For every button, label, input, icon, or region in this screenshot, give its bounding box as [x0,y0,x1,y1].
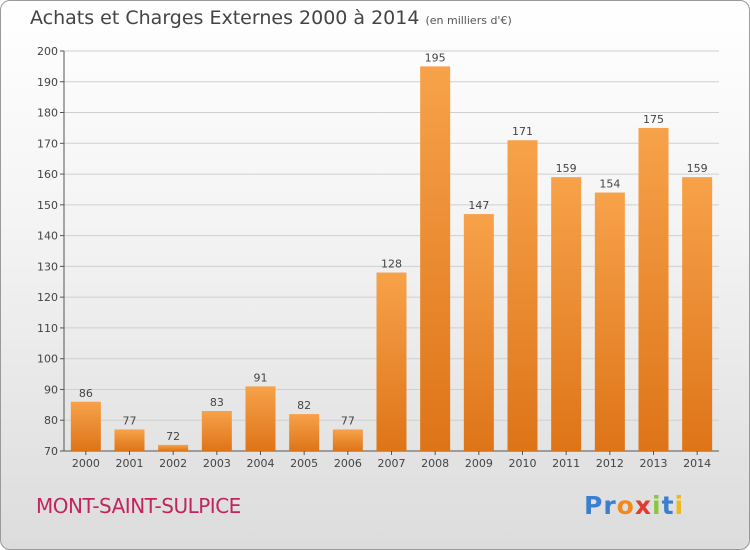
bar-value-label: 82 [297,399,311,412]
y-tick-label: 200 [37,45,58,58]
logo-letter: x [634,491,652,520]
logo-letter: P [584,491,604,520]
bar [551,177,582,451]
bar [332,429,363,451]
bar [158,444,189,451]
proxiti-logo: Proxiti [584,491,684,520]
x-tick-label: 2005 [290,457,318,470]
bar-value-label: 159 [687,162,708,175]
bar-value-label: 86 [79,387,93,400]
bar-value-label: 91 [254,371,268,384]
bar [594,192,625,452]
y-tick-label: 180 [37,107,58,120]
bar-value-label: 154 [599,178,620,191]
bar [682,177,713,451]
y-tick-label: 100 [37,353,58,366]
bar-value-label: 83 [210,396,224,409]
title-block: Achats et Charges Externes 2000 à 2014 (e… [30,7,512,29]
labels-layer: 7080901001101201301401501601701801902008… [37,45,711,470]
y-tick-label: 140 [37,230,58,243]
bar [420,66,451,451]
bar-value-label: 195 [425,51,446,64]
bars-layer [70,66,713,452]
x-tick-label: 2008 [421,457,449,470]
y-tick-label: 150 [37,199,58,212]
x-tick-label: 2000 [72,457,100,470]
y-tick-label: 90 [44,383,58,396]
bar-value-label: 77 [123,414,137,427]
y-tick-label: 190 [37,76,58,89]
bar-value-label: 147 [468,199,489,212]
bar-value-label: 72 [166,430,180,443]
chart-subtitle: (en milliers d'€) [425,14,512,27]
x-tick-label: 2007 [378,457,406,470]
bar [114,429,145,451]
x-tick-label: 2006 [334,457,362,470]
x-tick-label: 2013 [640,457,668,470]
logo-letter: i [674,491,685,520]
bar [463,214,494,451]
bar-value-label: 159 [556,162,577,175]
logo-letter: t [661,491,675,520]
bar-value-label: 171 [512,125,533,138]
bar [376,272,407,451]
bar-value-label: 175 [643,113,664,126]
y-tick-label: 70 [44,445,58,458]
commune-name: MONT-SAINT-SULPICE [36,494,241,518]
chart-title: Achats et Charges Externes 2000 à 2014 [30,7,420,29]
x-tick-label: 2002 [159,457,187,470]
x-tick-label: 2001 [116,457,144,470]
logo-letter: i [652,491,662,520]
bar-value-label: 128 [381,258,402,271]
y-tick-label: 170 [37,137,58,150]
x-tick-label: 2003 [203,457,231,470]
y-tick-label: 130 [37,260,58,273]
y-tick-label: 160 [37,168,58,181]
bar-value-label: 77 [341,414,355,427]
bar [201,411,232,451]
bar [638,127,669,451]
bar [245,386,276,451]
x-tick-label: 2011 [552,457,580,470]
logo-letter: o [616,491,635,520]
x-tick-label: 2010 [509,457,537,470]
y-tick-label: 110 [37,322,58,335]
bar [507,140,538,451]
x-tick-label: 2014 [683,457,711,470]
x-tick-label: 2004 [247,457,275,470]
bar [289,414,320,451]
y-tick-label: 120 [37,291,58,304]
y-tick-label: 80 [44,414,58,427]
logo-letter: r [603,491,617,520]
bar [70,401,101,451]
x-tick-label: 2009 [465,457,493,470]
x-tick-label: 2012 [596,457,624,470]
